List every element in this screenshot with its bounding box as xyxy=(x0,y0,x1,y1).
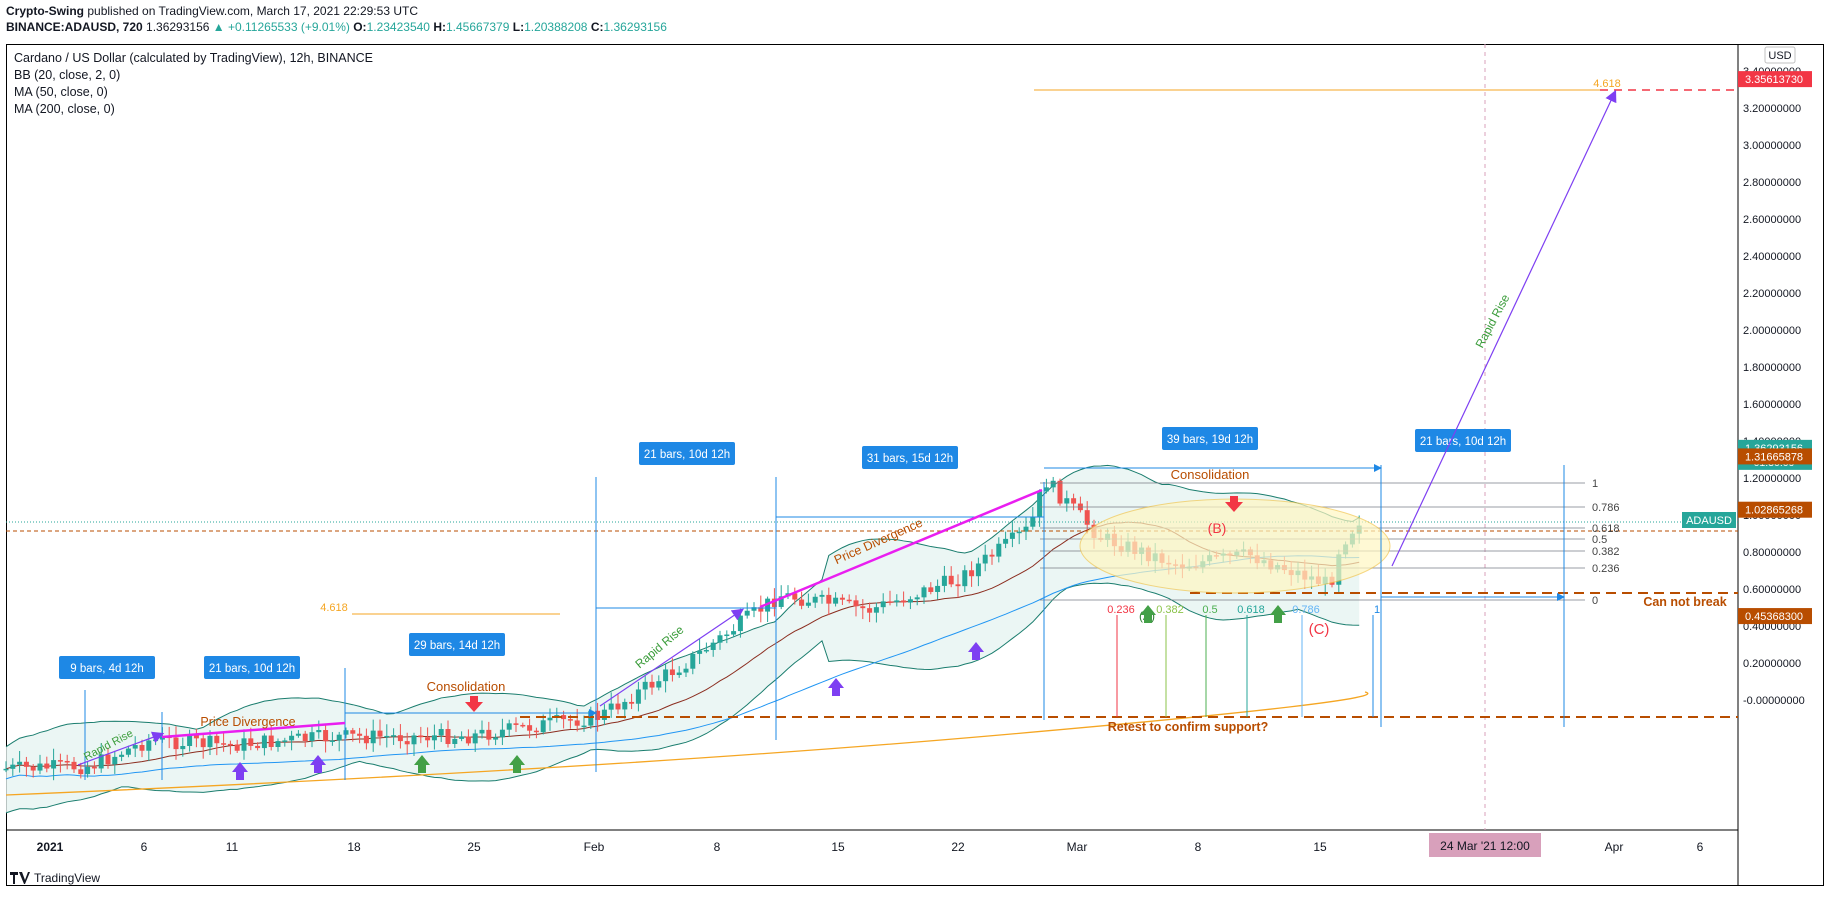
indicator-ma200[interactable]: MA (200, close, 0) xyxy=(14,102,115,116)
low-label: L: xyxy=(512,20,525,34)
chart-title[interactable]: Cardano / US Dollar (calculated by Tradi… xyxy=(14,51,373,65)
high-label: H: xyxy=(433,20,446,34)
indicator-bb-text: BB (20, close, 2, 0) xyxy=(14,68,121,82)
indicator-bb[interactable]: BB (20, close, 2, 0) xyxy=(14,68,120,82)
publish-info: Crypto-Swing published on TradingView.co… xyxy=(6,4,418,18)
tradingview-icon xyxy=(10,872,30,884)
chart-frame[interactable] xyxy=(6,44,1824,886)
published-text: published on TradingView.com, March 17, … xyxy=(87,4,418,18)
high-value: 1.45667379 xyxy=(445,20,510,34)
close-value: 1.36293156 xyxy=(603,20,667,34)
indicator-ma50-text: MA (50, close, 0) xyxy=(14,85,108,99)
indicator-ma50[interactable]: MA (50, close, 0) xyxy=(14,85,108,99)
tradingview-logo[interactable]: TradingView xyxy=(10,871,100,885)
open-value: 1.23423540 xyxy=(366,20,430,34)
symbol-label: BINANCE:ADAUSD, 720 xyxy=(6,20,143,34)
open-label: O: xyxy=(353,20,367,34)
indicator-ma200-text: MA (200, close, 0) xyxy=(14,102,115,116)
tradingview-brand: TradingView xyxy=(34,871,101,885)
close-label: C: xyxy=(590,20,604,34)
chart-title-text: Cardano / US Dollar (calculated by Tradi… xyxy=(14,51,373,65)
last-price: 1.36293156 xyxy=(146,20,210,34)
ohlc-bar: BINANCE:ADAUSD, 720 1.36293156 ▲ +0.1126… xyxy=(6,20,667,34)
low-value: 1.20388208 xyxy=(524,20,588,34)
publisher-name[interactable]: Crypto-Swing xyxy=(6,4,84,18)
price-change: ▲ +0.11265533 (+9.01%) xyxy=(212,20,350,34)
